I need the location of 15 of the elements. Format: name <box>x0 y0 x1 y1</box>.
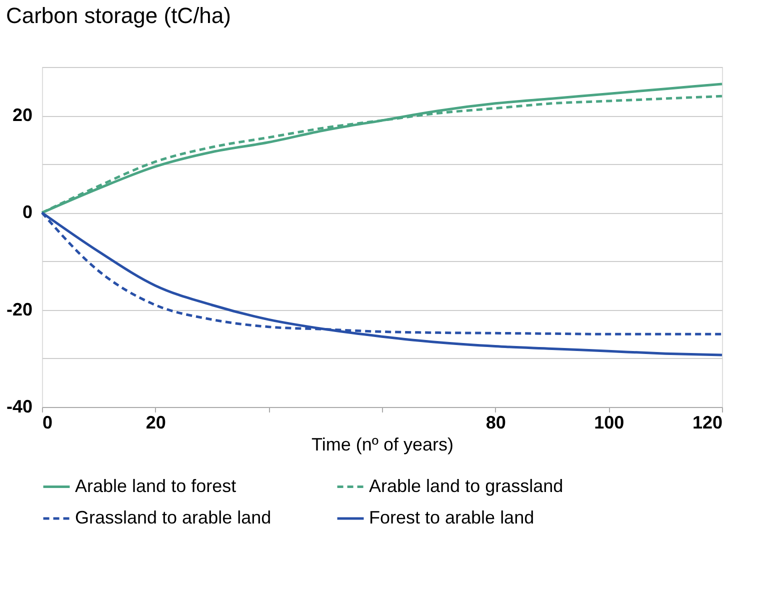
legend-label: Grassland to arable land <box>75 508 272 528</box>
x-tick-label: 120 <box>692 412 722 432</box>
legend-label: Arable land to grassland <box>369 476 564 496</box>
legend-label: Forest to arable land <box>369 508 534 528</box>
x-tick-label: 80 <box>486 412 506 432</box>
x-tick-label: 100 <box>594 412 624 432</box>
y-tick-label: 0 <box>22 202 32 222</box>
x-tick-label: 20 <box>146 412 166 432</box>
x-tick-label: 0 <box>42 412 53 432</box>
legend-label: Arable land to forest <box>75 476 236 496</box>
y-tick-label: 20 <box>12 105 32 126</box>
y-tick-label: -20 <box>6 299 32 320</box>
x-axis-title: Time (nº of years) <box>312 434 454 454</box>
y-tick-label: -40 <box>6 396 32 416</box>
chart-title: Carbon storage (tC/ha) <box>6 3 231 28</box>
